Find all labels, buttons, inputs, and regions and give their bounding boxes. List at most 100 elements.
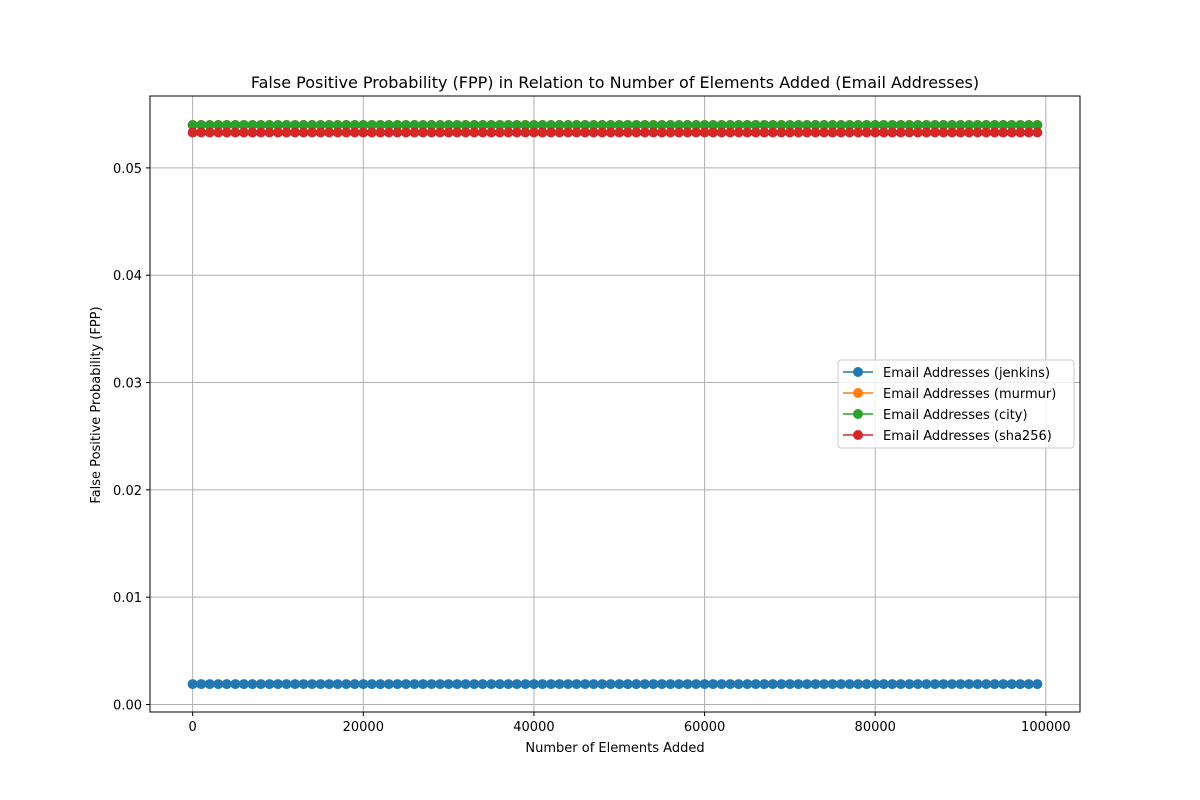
- legend-label: Email Addresses (jenkins): [883, 366, 1050, 381]
- data-point: [1023, 119, 1034, 130]
- data-point: [1015, 127, 1026, 138]
- data-point: [452, 127, 463, 138]
- data-point: [955, 119, 966, 130]
- data-point: [554, 679, 565, 690]
- data-point: [665, 127, 676, 138]
- data-point: [452, 119, 463, 130]
- data-point: [631, 679, 642, 690]
- data-point: [801, 119, 812, 130]
- data-point: [204, 127, 215, 138]
- data-point: [187, 679, 198, 690]
- data-point: [460, 119, 471, 130]
- data-point: [486, 119, 497, 130]
- legend-label: Email Addresses (sha256): [883, 429, 1052, 444]
- legend-marker: [853, 367, 863, 377]
- y-tick-label: 0.04: [113, 269, 142, 284]
- data-point: [836, 127, 847, 138]
- data-point: [793, 119, 804, 130]
- data-point: [904, 119, 915, 130]
- data-point: [358, 127, 369, 138]
- data-point: [324, 119, 335, 130]
- data-point: [1023, 127, 1034, 138]
- data-point: [503, 119, 514, 130]
- data-point: [383, 679, 394, 690]
- data-point: [631, 127, 642, 138]
- data-point: [477, 679, 488, 690]
- data-point: [588, 679, 599, 690]
- data-point: [469, 127, 480, 138]
- data-point: [307, 119, 318, 130]
- data-point: [426, 679, 437, 690]
- data-point: [921, 679, 932, 690]
- data-point: [435, 127, 446, 138]
- legend-item: Email Addresses (sha256): [843, 429, 1052, 444]
- data-point: [989, 119, 1000, 130]
- data-point: [392, 679, 403, 690]
- data-point: [580, 679, 591, 690]
- data-point: [801, 127, 812, 138]
- data-point: [238, 679, 249, 690]
- data-point: [460, 127, 471, 138]
- data-point: [989, 679, 1000, 690]
- data-point: [400, 127, 411, 138]
- data-point: [264, 127, 275, 138]
- data-point: [290, 119, 301, 130]
- series-0: [187, 679, 1043, 690]
- data-point: [887, 127, 898, 138]
- data-point: [272, 679, 283, 690]
- data-point: [648, 119, 659, 130]
- data-point: [742, 127, 753, 138]
- legend-item: Email Addresses (city): [843, 408, 1028, 423]
- data-point: [938, 127, 949, 138]
- data-point: [776, 119, 787, 130]
- data-point: [281, 679, 292, 690]
- data-point: [571, 679, 582, 690]
- data-point: [716, 119, 727, 130]
- data-point: [469, 119, 480, 130]
- data-point: [247, 127, 258, 138]
- legend-label: Email Addresses (murmur): [883, 387, 1056, 402]
- data-point: [349, 679, 360, 690]
- data-point: [716, 679, 727, 690]
- data-point: [503, 127, 514, 138]
- data-point: [895, 679, 906, 690]
- data-point: [528, 679, 539, 690]
- data-point: [929, 127, 940, 138]
- data-point: [597, 119, 608, 130]
- data-point: [682, 127, 693, 138]
- data-point: [784, 119, 795, 130]
- data-point: [272, 127, 283, 138]
- data-point: [665, 119, 676, 130]
- data-point: [750, 679, 761, 690]
- data-point: [486, 679, 497, 690]
- data-point: [929, 679, 940, 690]
- data-point: [827, 127, 838, 138]
- data-point: [486, 127, 497, 138]
- data-point: [247, 119, 258, 130]
- x-tick-label: 100000: [1021, 720, 1071, 735]
- data-point: [656, 127, 667, 138]
- data-point: [443, 127, 454, 138]
- data-point: [776, 679, 787, 690]
- data-point: [699, 127, 710, 138]
- data-point: [691, 679, 702, 690]
- data-point: [947, 127, 958, 138]
- data-point: [1015, 679, 1026, 690]
- data-point: [341, 119, 352, 130]
- data-point: [691, 127, 702, 138]
- data-point: [281, 119, 292, 130]
- legend-marker: [853, 430, 863, 440]
- data-point: [400, 679, 411, 690]
- data-point: [682, 679, 693, 690]
- data-point: [733, 127, 744, 138]
- data-point: [554, 127, 565, 138]
- x-tick-label: 40000: [513, 720, 554, 735]
- data-point: [853, 119, 864, 130]
- data-point: [298, 679, 309, 690]
- data-point: [196, 127, 207, 138]
- data-point: [597, 679, 608, 690]
- data-point: [230, 679, 241, 690]
- data-point: [511, 119, 522, 130]
- chart-title: False Positive Probability (FPP) in Rela…: [251, 73, 979, 92]
- series-2: [187, 119, 1043, 130]
